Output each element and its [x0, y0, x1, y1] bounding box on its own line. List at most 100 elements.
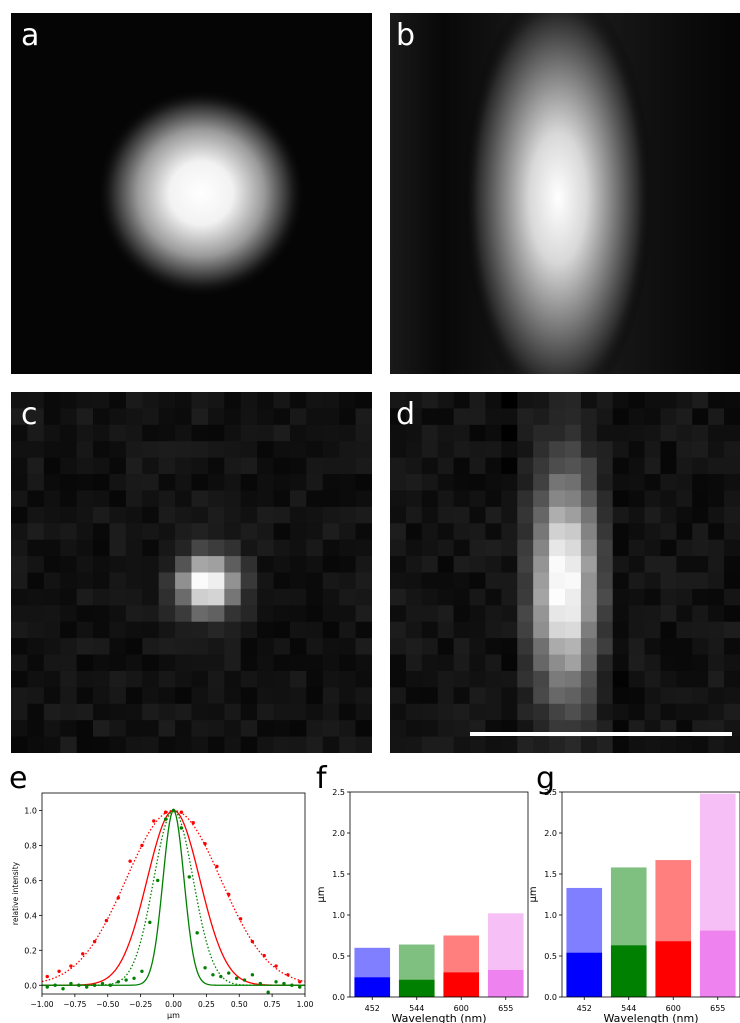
image-pixel [390, 458, 407, 475]
x-tick-label: 0.25 [198, 1000, 215, 1009]
image-pixel [485, 458, 502, 475]
image-pixel [60, 556, 77, 573]
image-pixel [708, 605, 725, 622]
image-pixel [339, 490, 356, 507]
image-pixel [406, 687, 423, 704]
image-pixel [676, 392, 693, 409]
image-pixel [44, 605, 61, 622]
image-pixel [257, 425, 274, 442]
image-pixel [629, 408, 646, 425]
image-pixel [11, 507, 28, 524]
image-pixel [290, 490, 307, 507]
data-point [203, 842, 206, 845]
image-pixel [192, 556, 209, 573]
image-pixel [93, 458, 110, 475]
image-pixel [192, 704, 209, 721]
image-pixel [533, 573, 550, 590]
image-pixel [438, 474, 455, 491]
image-pixel [645, 573, 662, 590]
image-pixel [581, 474, 598, 491]
image-pixel [60, 687, 77, 704]
image-pixel [44, 540, 61, 557]
image-pixel [422, 458, 439, 475]
image-pixel [549, 573, 566, 590]
image-pixel [565, 540, 582, 557]
image-pixel [306, 490, 323, 507]
image-pixel [27, 671, 44, 688]
image-pixel [597, 556, 614, 573]
image-pixel [142, 441, 159, 458]
image-pixel [27, 655, 44, 672]
data-point [188, 875, 191, 878]
data-point [298, 980, 301, 983]
data-point [215, 865, 218, 868]
image-pixel [109, 425, 126, 442]
image-pixel [257, 720, 274, 737]
image-pixel [676, 425, 693, 442]
image-pixel [93, 573, 110, 590]
image-pixel [142, 556, 159, 573]
image-pixel [241, 507, 258, 524]
image-pixel [708, 425, 725, 442]
bar [566, 953, 602, 997]
image-pixel [629, 737, 646, 753]
image-pixel [645, 540, 662, 557]
image-pixel [339, 425, 356, 442]
image-pixel [27, 573, 44, 590]
data-point [132, 977, 135, 980]
image-pixel [290, 507, 307, 524]
image-pixel [724, 589, 740, 606]
image-pixel [306, 408, 323, 425]
image-pixel [142, 687, 159, 704]
image-pixel [208, 556, 225, 573]
image-pixel [44, 655, 61, 672]
data-point [61, 987, 64, 990]
image-pixel [613, 737, 630, 753]
image-pixel [581, 507, 598, 524]
image-pixel [306, 425, 323, 442]
image-pixel [422, 589, 439, 606]
data-point [282, 982, 285, 985]
image-pixel [60, 704, 77, 721]
image-pixel [159, 622, 176, 639]
image-pixel [565, 605, 582, 622]
image-pixel [224, 540, 241, 557]
image-pixel [660, 523, 677, 540]
image-pixel [597, 523, 614, 540]
image-pixel [60, 523, 77, 540]
image-pixel [60, 458, 77, 475]
image-pixel [142, 408, 159, 425]
image-pixel [613, 540, 630, 557]
image-pixel [208, 573, 225, 590]
image-pixel [323, 737, 340, 753]
image-pixel [192, 671, 209, 688]
image-pixel [692, 589, 709, 606]
image-pixel [356, 655, 372, 672]
image-pixel [565, 687, 582, 704]
x-tick-label: 452 [365, 1004, 380, 1013]
image-pixel [406, 573, 423, 590]
image-pixel [126, 523, 143, 540]
image-pixel [406, 556, 423, 573]
image-pixel [11, 556, 28, 573]
image-pixel [517, 441, 534, 458]
image-pixel [485, 655, 502, 672]
data-point [57, 970, 60, 973]
image-pixel [241, 408, 258, 425]
image-pixel [208, 622, 225, 639]
image-pixel [581, 425, 598, 442]
image-pixel [93, 638, 110, 655]
image-pixel [339, 474, 356, 491]
y-tick-label: 1.0 [544, 911, 557, 920]
image-pixel [645, 589, 662, 606]
chart-f: 0.00.51.01.52.02.5452 544 600 655Wavelength… [310, 785, 530, 1023]
image-pixel [109, 589, 126, 606]
image-pixel [724, 540, 740, 557]
image-pixel [692, 441, 709, 458]
image-pixel [192, 589, 209, 606]
image-pixel [629, 474, 646, 491]
panel-c-pixels [11, 392, 372, 753]
data-point [203, 966, 206, 969]
y-tick-label: 1.5 [332, 870, 345, 879]
image-pixel [597, 671, 614, 688]
